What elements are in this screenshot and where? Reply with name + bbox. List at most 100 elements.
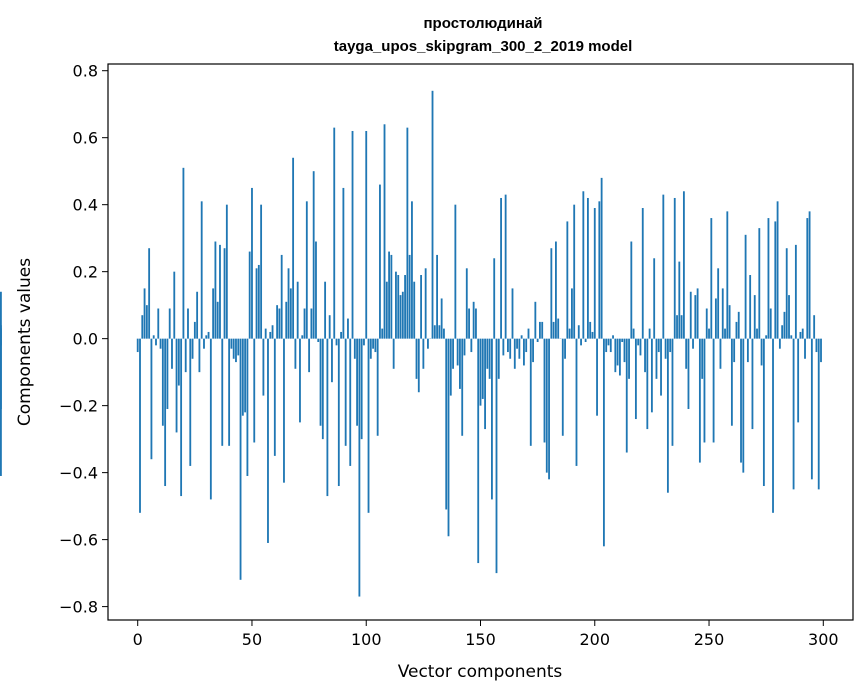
bar (203, 338, 205, 349)
bar (321, 338, 324, 440)
bar (415, 338, 418, 379)
bar (177, 338, 180, 386)
bar (159, 338, 162, 349)
bar (145, 305, 148, 339)
bar (182, 167, 185, 339)
bar (815, 338, 818, 353)
bar (374, 338, 377, 353)
bar (664, 338, 667, 359)
bar (495, 338, 498, 574)
bar (712, 338, 715, 443)
bar (717, 268, 720, 339)
bar (465, 268, 468, 339)
bar (0, 338, 2, 409)
bar (666, 338, 669, 493)
bar (733, 338, 736, 363)
bar (767, 218, 770, 339)
bar (308, 338, 311, 373)
bar (792, 338, 795, 490)
bar (669, 338, 672, 353)
bar (794, 244, 797, 339)
bar (189, 338, 192, 466)
bar (749, 275, 752, 339)
bar (438, 325, 441, 339)
bar (810, 338, 813, 480)
bar (223, 248, 226, 339)
bar (150, 338, 153, 460)
bar (552, 321, 555, 339)
bar (267, 338, 269, 543)
bar (360, 338, 363, 440)
plot-frame (107, 63, 854, 621)
bar (198, 338, 201, 373)
bar (701, 338, 704, 379)
bar (283, 338, 285, 483)
bar (244, 338, 247, 413)
bar (602, 338, 605, 547)
bar (392, 338, 395, 369)
bar (488, 338, 491, 379)
bar (262, 338, 265, 396)
bar (171, 338, 173, 369)
bar (616, 338, 619, 366)
bar (431, 90, 434, 339)
bar (205, 335, 208, 339)
bar (264, 328, 267, 339)
bar (621, 338, 624, 342)
bar (344, 338, 347, 446)
bar (417, 338, 420, 393)
bar (561, 338, 564, 436)
bar (397, 275, 400, 339)
bar (714, 298, 717, 339)
x-axis-label: Vector components (398, 662, 563, 682)
bar (662, 194, 665, 339)
bar (449, 338, 452, 396)
bar (799, 331, 802, 339)
bar (630, 241, 633, 339)
bar (758, 228, 761, 339)
bar (440, 298, 443, 339)
bar (614, 338, 617, 373)
bar (369, 338, 372, 359)
bar (548, 338, 550, 480)
bar (379, 184, 381, 339)
bar (408, 254, 411, 339)
bar (443, 328, 445, 339)
x-tick-label: 250 (694, 630, 725, 649)
bar (696, 288, 699, 339)
bar (644, 338, 646, 373)
bar (655, 338, 658, 379)
bar (168, 308, 171, 339)
bar (365, 130, 368, 339)
bar (310, 308, 313, 339)
bar (625, 338, 628, 453)
bar (555, 241, 557, 339)
x-tick-label: 150 (465, 630, 496, 649)
bar (680, 315, 683, 339)
bar (303, 308, 306, 339)
bar (534, 301, 537, 339)
bar (769, 308, 772, 339)
bar (721, 288, 724, 339)
bar (618, 338, 621, 376)
bar (628, 338, 630, 379)
bar (232, 338, 235, 359)
bar (463, 338, 466, 356)
bar (454, 204, 457, 339)
bar (742, 338, 745, 473)
bar (255, 268, 258, 339)
bar (239, 338, 242, 580)
bar (358, 338, 361, 597)
bar (710, 218, 713, 339)
bar (639, 338, 642, 356)
bar (273, 338, 276, 456)
bar (735, 321, 738, 339)
bar (804, 338, 806, 359)
bar (719, 338, 722, 369)
bar (0, 328, 2, 339)
bar (740, 338, 742, 463)
bar (136, 338, 139, 353)
bar (148, 248, 151, 339)
bar (634, 338, 637, 420)
bar (564, 338, 566, 359)
